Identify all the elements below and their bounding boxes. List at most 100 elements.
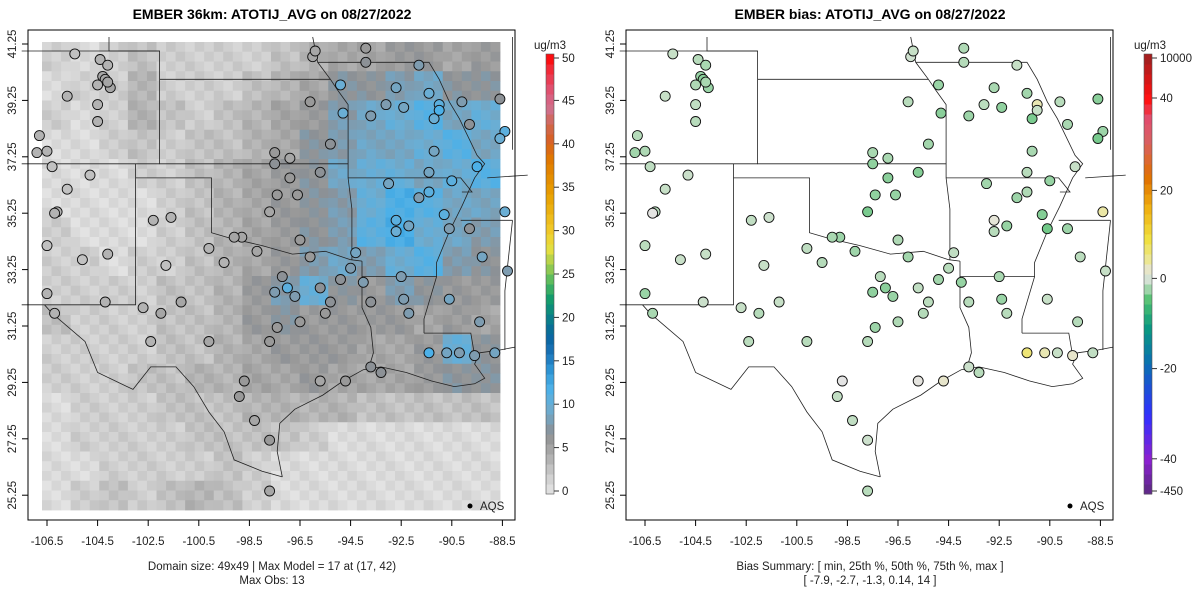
boundary-line [619,163,734,306]
model-grid-cell [452,276,463,287]
model-grid-cell [328,178,339,189]
station-marker [1072,316,1084,328]
model-grid-cell [80,237,91,248]
x-tick-label: -88.5 [489,536,515,548]
model-grid-cell [146,51,157,62]
model-grid-cell [442,363,453,374]
model-grid-cell [480,451,491,462]
model-grid-cell [137,178,148,189]
x-tick-label: -98.5 [834,536,860,548]
model-grid-cell [42,373,52,384]
model-grid-cell [204,188,215,199]
model-grid-cell [490,383,501,394]
station-marker [423,87,435,99]
model-grid-cell [271,256,281,267]
model-grid-cell [375,344,386,355]
model-grid-cell [395,363,405,374]
model-grid-cell [318,42,329,53]
model-grid-cell [480,295,491,306]
model-grid-cell [290,305,301,316]
model-grid-cell [51,334,62,345]
model-grid-cell [375,305,386,316]
model-grid-cell [146,188,157,199]
model-grid-cell [442,100,453,111]
model-grid-cell [375,500,386,511]
model-grid-cell [337,451,348,462]
model-grid-cell [118,334,129,345]
model-grid-cell [271,451,281,462]
model-grid-cell [404,441,415,452]
model-grid-cell [385,207,396,218]
model-grid-cell [347,422,358,433]
model-grid-cell [156,246,167,257]
model-grid-cell [223,412,234,423]
model-grid-cell [290,500,301,511]
model-grid-cell [146,120,157,131]
model-grid-cell [166,139,176,150]
model-grid-cell [204,295,215,306]
colorbar-segment [1144,144,1152,155]
model-grid-cell [309,402,320,413]
model-grid-cell [232,334,243,345]
model-grid-cell [223,61,234,72]
model-grid-cell [480,207,491,218]
model-grid-cell [385,129,396,140]
model-grid-cell [423,198,434,209]
model-grid-cell [185,149,196,160]
model-grid-cell [42,81,52,92]
model-grid-cell [299,393,310,404]
x-tick-label: -92.5 [986,536,1012,548]
model-grid-cell [261,188,272,199]
station-marker [1051,347,1063,359]
model-grid-cell [89,51,100,62]
colorbar-segment [1144,164,1152,175]
model-grid-cell [204,461,215,472]
model-grid-cell [118,178,129,189]
model-grid-cell [42,139,52,150]
station-marker [443,223,455,235]
model-grid-cell [452,178,463,189]
model-grid-cell [251,324,262,335]
model-grid-cell [175,315,186,326]
model-grid-cell [318,451,329,462]
model-grid-cell [366,129,377,140]
model-grid-cell [118,139,129,150]
legend-marker [467,503,473,509]
model-grid-cell [271,71,281,82]
model-grid-cell [280,334,291,345]
model-grid-cell [99,198,110,209]
x-tick-label: -106.5 [31,536,64,548]
model-grid-cell [452,168,463,179]
model-grid-cell [70,149,81,160]
model-grid-cell [290,393,301,404]
model-grid-cell [452,51,463,62]
colorbar-tick-label: 40 [562,139,575,151]
model-grid-cell [261,324,272,335]
model-grid-cell [318,217,329,228]
model-grid-cell [175,129,186,140]
station-marker [882,172,894,184]
colorbar-segment [1144,424,1152,435]
model-grid-cell [461,51,472,62]
model-grid-cell [395,120,405,131]
model-grid-cell [290,81,301,92]
model-grid-cell [290,373,301,384]
model-grid-cell [452,305,463,316]
model-grid-cell [318,480,329,491]
model-grid-cell [175,120,186,131]
station-marker [1026,145,1038,157]
model-grid-cell [423,120,434,131]
model-grid-cell [375,285,386,296]
station-marker [862,434,874,446]
model-grid-cell [490,266,501,277]
model-grid-cell [461,422,472,433]
station-marker [269,158,281,170]
model-grid-cell [395,315,405,326]
model-grid-cell [433,324,444,335]
model-grid-cell [347,334,358,345]
model-grid-cell [213,61,224,72]
model-grid-cell [356,373,367,384]
model-grid-cell [108,51,119,62]
model-grid-cell [490,305,501,316]
station-marker [84,169,96,181]
